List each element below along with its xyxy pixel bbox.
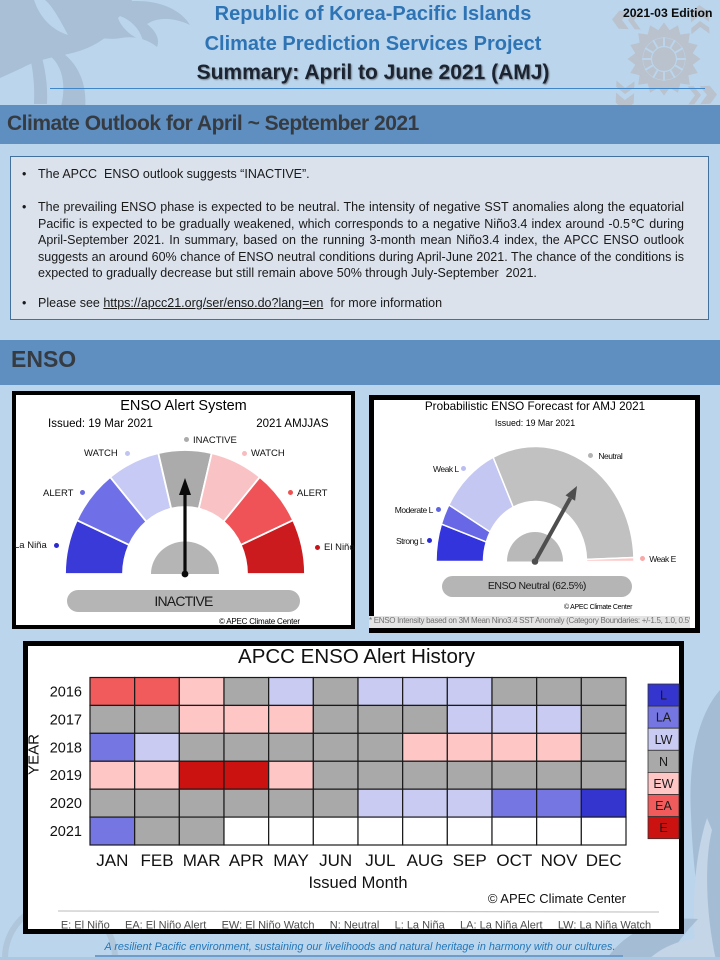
svg-text:MAY: MAY: [273, 851, 309, 870]
svg-text:FEB: FEB: [140, 851, 173, 870]
svg-text:Issued Month: Issued Month: [308, 874, 407, 892]
svg-text:2021: 2021: [50, 824, 82, 840]
svg-text:E: El Niño EA: El Niño Ale: E: El Niño EA: El Niño Alert EW: El Niño…: [61, 920, 651, 932]
svg-text:© APEC Climate Center: © APEC Climate Center: [488, 891, 627, 906]
svg-text:OCT: OCT: [496, 851, 532, 870]
svg-text:NOV: NOV: [541, 851, 579, 870]
svg-text:2016: 2016: [50, 684, 82, 700]
svg-text:2017: 2017: [50, 712, 82, 728]
svg-text:APCC ENSO Alert History: APCC ENSO Alert History: [238, 645, 476, 668]
svg-text:E: E: [659, 821, 667, 835]
svg-text:JUN: JUN: [319, 851, 352, 870]
svg-text:JAN: JAN: [96, 851, 128, 870]
svg-text:DEC: DEC: [586, 851, 622, 870]
svg-text:SEP: SEP: [453, 851, 487, 870]
svg-text:EW: EW: [653, 777, 673, 791]
svg-text:2020: 2020: [50, 796, 82, 812]
svg-text:2019: 2019: [50, 768, 82, 784]
svg-text:LW: LW: [655, 733, 673, 747]
svg-text:LA: LA: [656, 711, 672, 725]
svg-text:2018: 2018: [50, 740, 82, 756]
svg-text:AUG: AUG: [407, 851, 444, 870]
svg-text:JUL: JUL: [365, 851, 395, 870]
svg-text:EA: EA: [655, 799, 672, 813]
svg-text:MAR: MAR: [183, 851, 221, 870]
svg-text:APR: APR: [229, 851, 264, 870]
svg-text:L: L: [660, 689, 667, 703]
svg-text:N: N: [659, 755, 668, 769]
